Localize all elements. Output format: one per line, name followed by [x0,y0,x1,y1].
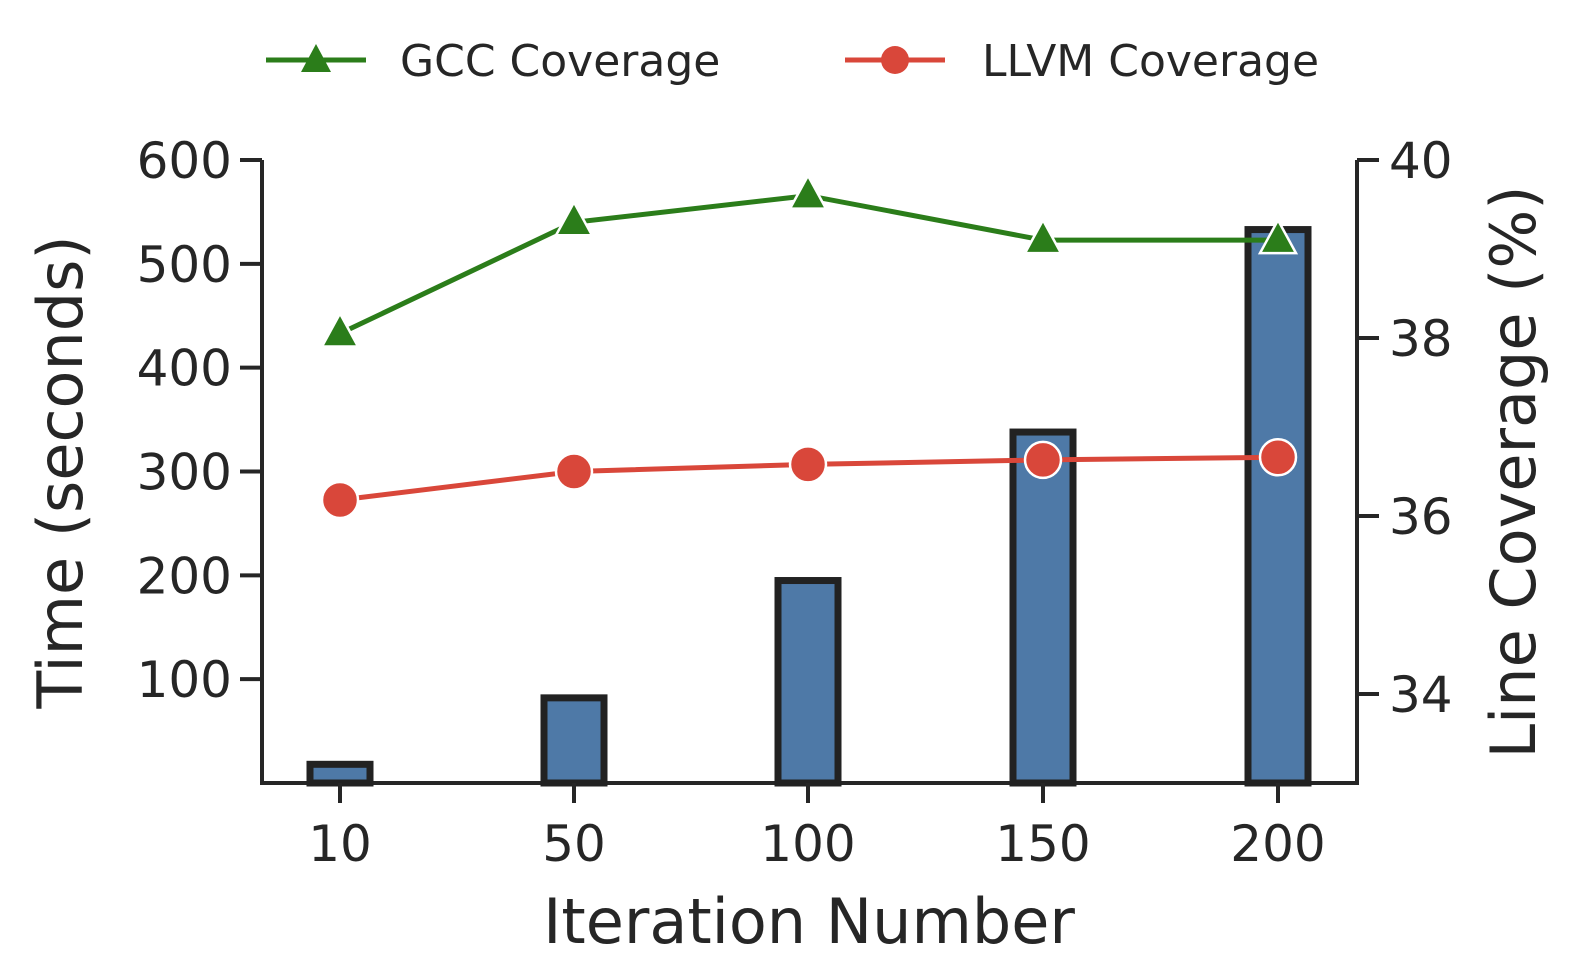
y-right-tick-label-40: 40 [1389,132,1453,190]
legend-gcc-label: GCC Coverage [400,36,720,87]
y-axis-left-title: Time (seconds) [24,235,97,709]
bar-100 [774,577,842,787]
gcc-point-10 [319,310,361,348]
x-tick-label-200: 200 [1230,815,1325,873]
llvm-point-50 [554,452,594,491]
y-right-tick-label-34: 34 [1389,666,1453,724]
legend-gcc-marker [301,44,331,72]
x-tick-label-100: 100 [760,815,855,873]
llvm-point-150 [1023,440,1063,480]
y-axis-right-title: Line Coverage (%) [1477,186,1550,759]
llvm-point-200 [1258,438,1298,477]
y-left-tick-label-200: 200 [137,547,232,605]
bar-150 [1009,428,1077,787]
lines [319,172,1299,520]
y-left-tick-label-600: 600 [137,132,232,190]
bars [306,226,1312,787]
y-right-tick-label-38: 38 [1389,310,1453,368]
gcc-point-50 [553,199,595,237]
y-left-tick-label-400: 400 [137,340,232,398]
y-right-tick-label-36: 36 [1389,488,1453,546]
gcc-point-150 [1022,217,1064,255]
x-tick-label-10: 10 [308,815,372,873]
x-tick-label-50: 50 [542,815,606,873]
left-ticks: 100 200 300 400 500 600 [137,132,262,709]
y-left-tick-label-500: 500 [137,236,232,294]
bar-10 [306,760,374,787]
bar-200 [1244,226,1312,787]
series-line-gcc [338,193,1278,336]
legend-llvm-label: LLVM Coverage [982,36,1319,87]
llvm-point-100 [788,445,828,484]
gcc-point-200 [1257,217,1299,255]
x-tick-label-150: 150 [995,815,1090,873]
legend-llvm-marker [881,46,909,74]
llvm-point-10 [320,480,360,520]
y-left-tick-label-100: 100 [137,651,232,709]
x-ticks: 10 50 100 150 200 [308,783,1326,873]
right-ticks: 34 36 38 40 [1357,132,1453,724]
x-axis-title: Iteration Number [543,885,1075,958]
gcc-point-100 [787,172,829,210]
y-left-tick-label-300: 300 [137,444,232,502]
bar-50 [540,694,608,787]
legend: GCC Coverage LLVM Coverage [266,36,1319,87]
